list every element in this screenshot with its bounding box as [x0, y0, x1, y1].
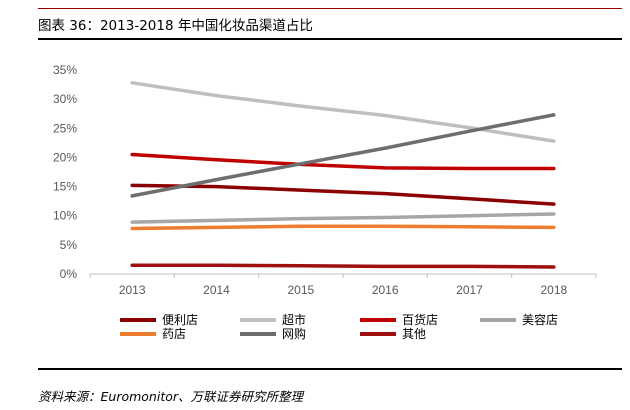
- bottom-rule: [38, 368, 622, 370]
- figure-title: 图表 36：2013-2018 年中国化妆品渠道占比: [38, 18, 313, 34]
- y-tick-label: 20%: [53, 150, 77, 164]
- y-tick-label: 30%: [53, 92, 77, 106]
- y-tick-label: 5%: [60, 238, 78, 252]
- legend-label: 其他: [402, 327, 426, 341]
- y-tick-label: 35%: [53, 63, 77, 77]
- line-chart: 0% 5% 10% 15% 20% 25% 30% 35% 2013 2014 2015 2016 20…: [53, 63, 597, 341]
- series-line: [130, 152, 556, 171]
- top-rule: [38, 8, 622, 9]
- legend-label: 便利店: [162, 313, 198, 327]
- y-tick-label: 0%: [60, 267, 78, 281]
- series-line: [130, 224, 556, 231]
- x-tick-label: 2016: [372, 283, 399, 297]
- legend-label: 百货店: [402, 312, 438, 327]
- x-tick-label: 2014: [203, 283, 230, 297]
- legend-label: 美容店: [522, 312, 558, 327]
- y-tick-label: 25%: [53, 121, 77, 135]
- x-tick-label: 2013: [119, 283, 146, 297]
- x-tick-label: 2015: [287, 283, 314, 297]
- x-tick-label: 2017: [456, 283, 483, 297]
- y-tick-label: 10%: [53, 209, 77, 223]
- legend-label: 药店: [162, 327, 186, 341]
- legend-label: 网购: [282, 326, 306, 341]
- source-note: 资料来源：Euromonitor、万联证券研究所整理: [38, 389, 304, 404]
- legend-label: 超市: [282, 312, 306, 327]
- series-line: [130, 212, 556, 224]
- series-line: [130, 113, 556, 198]
- series-line: [130, 263, 556, 269]
- series-line: [130, 183, 556, 206]
- x-tick-label: 2018: [540, 283, 567, 297]
- title-underline: [38, 38, 622, 40]
- series-line: [130, 81, 556, 143]
- y-tick-label: 15%: [53, 180, 77, 194]
